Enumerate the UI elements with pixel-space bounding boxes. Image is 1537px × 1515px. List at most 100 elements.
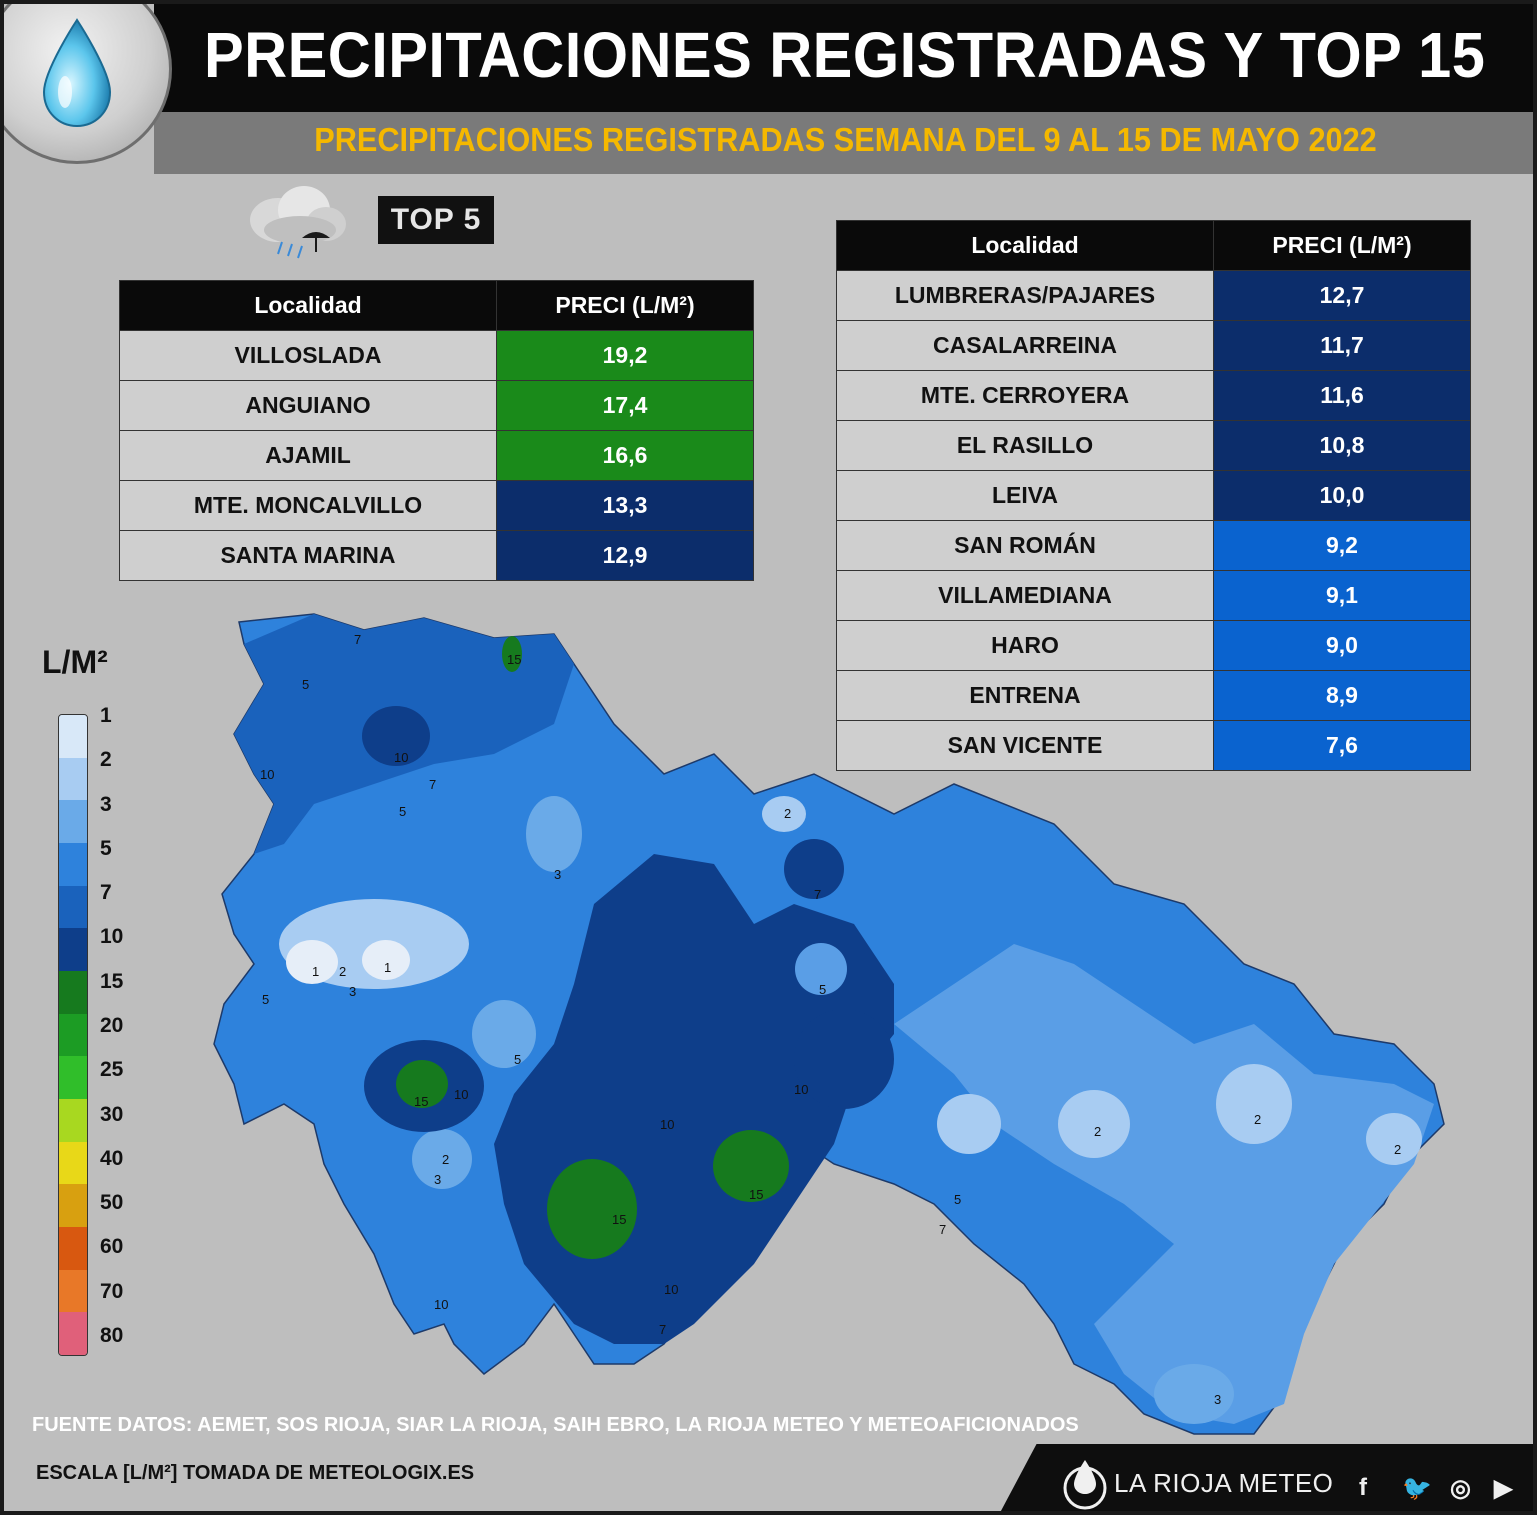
zone-dark-spot [362, 706, 430, 766]
location-cell: EL RASILLO [836, 420, 1214, 471]
top5-badge: TOP 5 [378, 196, 494, 244]
top15-table: Localidad PRECI (L/M²) LUMBRERAS/PAJARES… [836, 220, 1471, 771]
twitter-icon[interactable]: 🐦 [1402, 1475, 1432, 1502]
zone-dark-spot [784, 839, 844, 899]
scale-label: 3 [100, 792, 112, 816]
contour-label: 2 [1094, 1124, 1101, 1139]
contour-label: 3 [434, 1172, 441, 1187]
table-row: VILLAMEDIANA 9,1 [836, 570, 1471, 621]
location-cell: SAN VICENTE [836, 720, 1214, 771]
table-row: SAN ROMÁN 9,2 [836, 520, 1471, 571]
contour-label: 10 [260, 767, 274, 782]
scale-label: 60 [100, 1235, 124, 1259]
precipitation-cell: 7,6 [1213, 720, 1471, 771]
contour-label: 10 [394, 750, 408, 765]
brand-logo-icon [1063, 1460, 1107, 1510]
contour-label: 10 [660, 1117, 674, 1132]
zone-light-spot [937, 1094, 1001, 1154]
water-drop-icon [42, 18, 112, 128]
contour-label: 3 [1214, 1392, 1221, 1407]
scale-label: 50 [100, 1191, 124, 1215]
scale-label: 1 [100, 704, 112, 727]
contour-label: 10 [794, 1082, 808, 1097]
zone-light-spot [412, 1129, 472, 1189]
scale-label: 5 [100, 836, 112, 860]
title-bar [154, 4, 1533, 112]
page-subtitle: PRECIPITACIONES REGISTRADAS SEMANA DEL 9… [314, 121, 1377, 158]
zone-light-spot [1216, 1064, 1292, 1144]
scale-segment [59, 970, 87, 1014]
scale-label: 2 [100, 748, 112, 772]
zone-green-15 [502, 636, 522, 672]
scale-segment [59, 1226, 87, 1270]
contour-label: 15 [749, 1187, 763, 1202]
location-cell: SANTA MARINA [119, 530, 497, 581]
table-row: ANGUIANO 17,4 [119, 380, 754, 431]
scale-segment [59, 800, 87, 843]
location-cell: ANGUIANO [119, 380, 497, 431]
contour-label: 3 [554, 867, 561, 882]
table-row: VILLOSLADA 19,2 [119, 330, 754, 381]
location-cell: LUMBRERAS/PAJARES [836, 270, 1214, 321]
contour-label: 1 [384, 960, 391, 975]
location-cell: MTE. MONCALVILLO [119, 480, 497, 531]
location-cell: VILLOSLADA [119, 330, 497, 381]
subtitle-bar [154, 112, 1533, 174]
page-title: PRECIPITACIONES REGISTRADAS Y TOP 15 [204, 19, 1486, 91]
scale-segment [59, 842, 87, 886]
scale-label: 20 [100, 1014, 124, 1037]
zone-green-15 [713, 1130, 789, 1202]
top5-table: Localidad PRECI (L/M²) VILLOSLADA 19,2 ANG… [119, 280, 754, 581]
scale-segment [59, 885, 87, 929]
precipitation-cell: 13,3 [496, 480, 754, 531]
location-cell: VILLAMEDIANA [836, 570, 1214, 621]
brand-name: LA RIOJA METEO [1114, 1468, 1334, 1498]
scale-segment [59, 1141, 87, 1185]
scale-label: 30 [100, 1102, 124, 1126]
table-row: LEIVA 10,0 [836, 470, 1471, 521]
precipitation-cell: 12,7 [1213, 270, 1471, 321]
contour-label: 7 [939, 1222, 946, 1237]
contour-label: 10 [664, 1282, 678, 1297]
table-row: LUMBRERAS/PAJARES 12,7 [836, 270, 1471, 321]
scale-note: ESCALA [L/M²] TOMADA DE METEOLOGIX.ES [36, 1462, 475, 1484]
instagram-icon[interactable]: ◎ [1450, 1475, 1471, 1502]
column-header-value: PRECI (L/M²) [1213, 220, 1471, 271]
contour-label: 5 [819, 982, 826, 997]
precipitation-cell: 12,9 [496, 530, 754, 581]
zone-green-15 [396, 1060, 448, 1108]
table-row: MTE. MONCALVILLO 13,3 [119, 480, 754, 531]
contour-label: 2 [1254, 1112, 1261, 1127]
scale-label: 80 [100, 1324, 124, 1347]
contour-label: 5 [262, 992, 269, 1007]
scale-segment [59, 1056, 87, 1099]
precipitation-cell: 11,7 [1213, 320, 1471, 371]
contour-label: 5 [302, 677, 309, 692]
table-header-row: Localidad PRECI (L/M²) [836, 220, 1471, 271]
zone-green-15 [547, 1159, 637, 1259]
scale-segment [59, 1312, 87, 1355]
scale-label: 25 [100, 1058, 124, 1082]
youtube-icon[interactable]: ▶ [1494, 1475, 1513, 1502]
zone-light-spot [762, 796, 806, 832]
scale-segment [59, 757, 87, 801]
contour-label: 2 [1394, 1142, 1401, 1157]
zone-very-light-2 [362, 940, 410, 980]
scale-segment [59, 1013, 87, 1057]
contour-label: 2 [442, 1152, 449, 1167]
precipitation-cell: 17,4 [496, 380, 754, 431]
location-cell: HARO [836, 620, 1214, 671]
table-row: EL RASILLO 10,8 [836, 420, 1471, 471]
contour-labels: 1 1 2 2 2 2 2 2 3 3 3 3 5 5 5 5 5 5 7 7 … [260, 632, 1401, 1407]
scale-segment [59, 715, 87, 758]
facebook-icon[interactable]: f [1359, 1474, 1367, 1501]
table-row: MTE. CERROYERA 11,6 [836, 370, 1471, 421]
precipitation-cell: 8,9 [1213, 670, 1471, 721]
contour-label: 7 [429, 777, 436, 792]
scale-label: 70 [100, 1279, 124, 1303]
contour-label: 10 [434, 1297, 448, 1312]
zone-dark-spot [794, 1009, 894, 1109]
color-scale-bar [58, 714, 88, 1356]
zone-light-spot [472, 1000, 536, 1068]
zone-light-spot [1058, 1090, 1130, 1158]
